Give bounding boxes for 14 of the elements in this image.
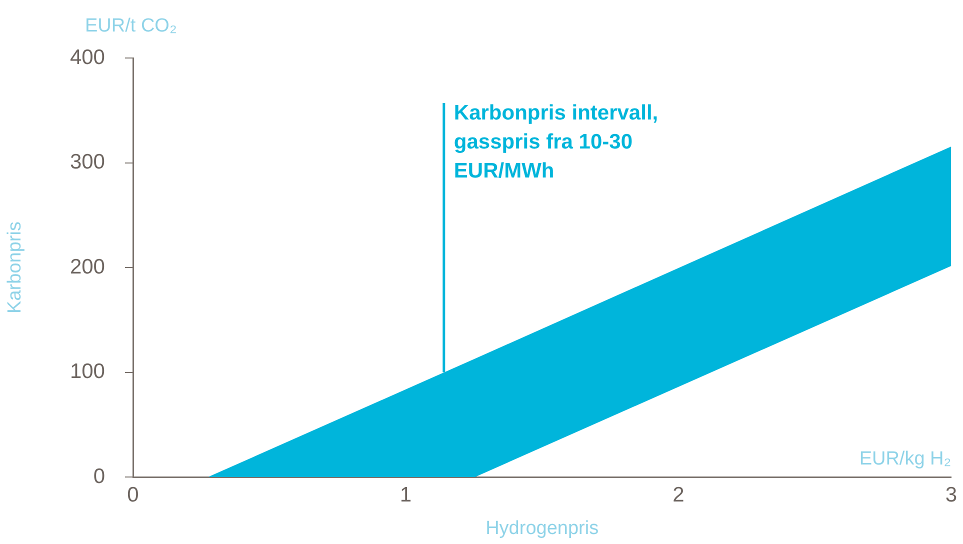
- x-tick-label: 1: [400, 483, 412, 506]
- text: EUR/t CO₂: [85, 16, 177, 37]
- x-tick-label: 2: [672, 483, 684, 506]
- annotation: EUR/kg H₂: [859, 448, 952, 470]
- y-tick-label: 100: [70, 360, 105, 384]
- x-tick-label: 0: [127, 483, 139, 506]
- y-tick-label: 200: [70, 255, 105, 278]
- y-tick-label: 300: [70, 150, 105, 174]
- y-tick-label: 0: [93, 464, 105, 488]
- y-tick-label: 400: [70, 46, 105, 69]
- x-tick-label: 3: [945, 483, 958, 506]
- x-axis-title: Hydrogenpris: [486, 518, 599, 539]
- y-axis-title: Karbonpris: [4, 222, 26, 314]
- annotation: Karbonpris intervall, gasspris fra 10-30 EUR/MWh: [454, 101, 658, 182]
